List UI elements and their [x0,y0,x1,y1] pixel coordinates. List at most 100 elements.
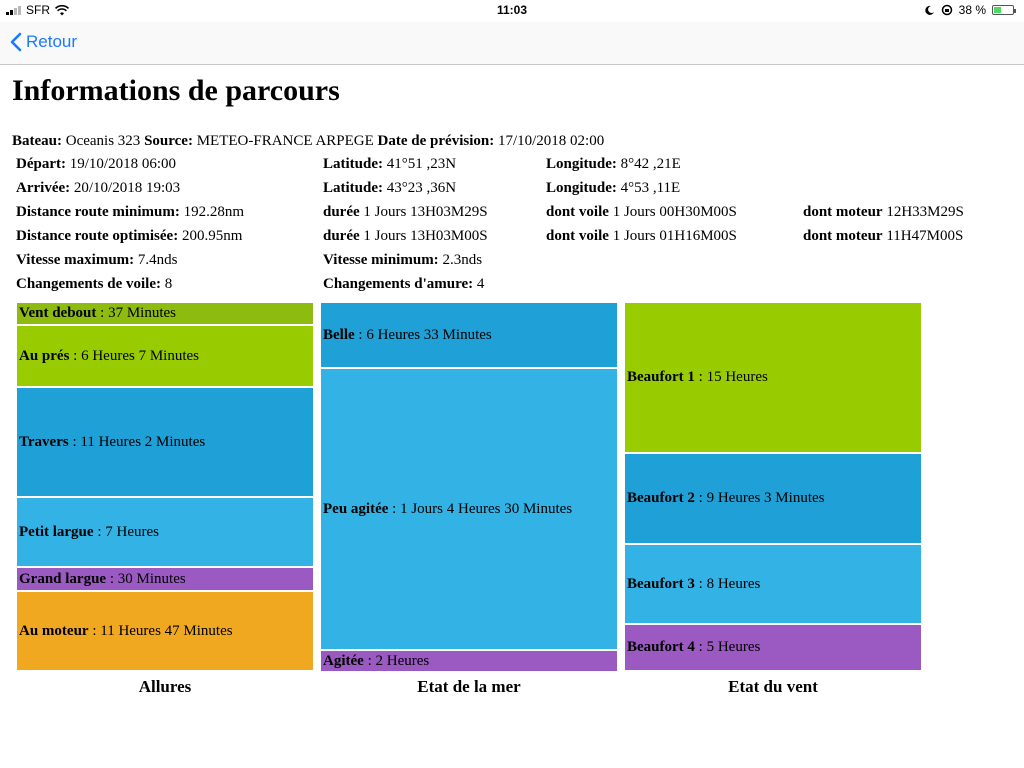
latitude-label: Latitude: [323,156,383,172]
treemap-cell-label: Peu agitée [323,500,389,517]
treemap-cell-value: 5 Heures [706,639,761,655]
latitude-value: 43°23 ,36N [386,180,457,196]
page-title: Informations de parcours [12,74,340,107]
voile-label: dont voile [546,228,609,244]
treemap-cell-value: 8 Heures [706,575,761,592]
treemap-cell-value: 30 Minutes [117,570,186,587]
distance-opt-info: Distance route optimisée: 200.95nm [16,228,242,245]
rotation-lock-icon [941,4,952,16]
treemap-cell-separator: : [69,347,82,364]
voile-min-info: dont voile 1 Jours 00H30M00S [546,204,737,221]
treemap-cell-value: 1 Jours 4 Heures 30 Minutes [400,500,573,517]
duree-min-info: durée 1 Jours 13H03M29S [323,204,488,221]
moteur-label: dont moteur [803,204,883,220]
treemap-cell-0-0: Vent debout : 37 Minutes [16,302,314,325]
duree-label: durée [323,228,360,244]
date-label: Date de prévision: [377,133,495,149]
distance-opt-value: 200.95nm [181,228,243,244]
treemap-title: Allures [138,677,192,696]
header-line: Bateau: Oceanis 323 Source: METEO-FRANCE… [12,133,604,150]
moteur-value: 11H47M00S [886,228,964,244]
status-time: 11:03 [496,3,528,17]
distance-min-info: Distance route minimum: 192.28nm [16,204,244,221]
treemap-cell-label: Vent debout [19,305,97,321]
latitude-label: Latitude: [323,180,383,196]
treemap-cell-label: Beaufort 2 [627,490,695,506]
treemap-cell-value: 2 Heures [375,652,430,669]
treemap-cell-0-3: Petit largue : 7 Heures [16,497,314,567]
treemap-cell-value: 6 Heures 7 Minutes [81,347,199,364]
changements-amure-info: Changements d'amure: 4 [323,276,484,293]
latitude-end: Latitude: 43°23 ,36N [323,180,456,197]
treemap-cell-1-1: Peu agitée : 1 Jours 4 Heures 30 Minutes [320,368,618,650]
treemap-cell-label: Belle [323,326,355,343]
treemap-title: Etat de la mer [417,677,521,696]
source-label: Source: [144,133,193,149]
vitesse-max-info: Vitesse maximum: 7.4nds [16,252,178,269]
longitude-label: Longitude: [546,180,617,196]
depart-info: Départ: 19/10/2018 06:00 [16,156,176,173]
treemap-title: Etat du vent [728,677,818,696]
changements-amure-label: Changements d'amure: [323,276,474,292]
treemap-cell-label: Agitée [323,652,364,669]
treemap-cell-2-0: Beaufort 1 : 15 Heures [624,302,922,453]
treemap-cell-label: Beaufort 1 [627,369,695,385]
treemap-cell-separator: : [694,490,707,506]
distance-opt-label: Distance route optimisée: [16,228,179,244]
longitude-end: Longitude: 4°53 ,11E [546,180,680,197]
treemap-cell-1-2: Agitée : 2 Heures [320,650,618,672]
treemap-cell-0-2: Travers : 11 Heures 2 Minutes [16,387,314,497]
distance-min-value: 192.28nm [183,204,245,220]
status-right: 38 % [924,3,1016,17]
voile-value: 1 Jours 01H16M00S [612,228,737,244]
treemap-cell-separator: : [694,639,707,655]
vitesse-min-value: 2.3nds [442,252,483,268]
moteur-min-info: dont moteur 12H33M29S [803,204,964,221]
depart-label: Départ: [16,156,66,172]
treemap-cell-0-5: Au moteur : 11 Heures 47 Minutes [16,591,314,671]
moteur-opt-info: dont moteur 11H47M00S [803,228,963,245]
treemap-cell-label: Beaufort 3 [627,575,695,592]
moon-icon [924,5,934,15]
treemap-cell-value: 37 Minutes [108,305,176,321]
treemap-cell-label: Beaufort 4 [627,639,695,655]
depart-value: 19/10/2018 06:00 [69,156,176,172]
treemap-cell-label: Petit largue [19,523,94,540]
back-label: Retour [26,32,78,51]
voile-value: 1 Jours 00H30M00S [612,204,737,220]
vitesse-max-value: 7.4nds [137,252,178,268]
changements-voile-info: Changements de voile: 8 [16,276,172,293]
treemap-cell-label: Travers [19,433,69,450]
latitude-value: 41°51 ,23N [386,156,457,172]
duree-value: 1 Jours 13H03M00S [363,228,488,244]
duree-label: durée [323,204,360,220]
longitude-value: 4°53 ,11E [620,180,681,196]
treemap-cell-2-3: Beaufort 4 : 5 Heures [624,624,922,671]
treemap-cell-separator: : [694,575,707,592]
distance-min-label: Distance route minimum: [16,204,180,220]
signal-icon [6,5,21,15]
treemap-cell-separator: : [96,305,109,321]
treemap-cell-0-1: Au prés : 6 Heures 7 Minutes [16,325,314,387]
arrivee-value: 20/10/2018 19:03 [73,180,181,196]
source-value: METEO-FRANCE ARPEGE [196,133,374,149]
voile-opt-info: dont voile 1 Jours 01H16M00S [546,228,737,245]
treemap-cell-value: 7 Heures [105,523,159,540]
changements-voile-value: 8 [164,276,173,292]
latitude-start: Latitude: 41°51 ,23N [323,156,456,173]
longitude-value: 8°42 ,21E [620,156,681,172]
back-button[interactable]: Retour [10,32,77,52]
treemap-cell-value: 6 Heures 33 Minutes [366,326,492,343]
vitesse-min-label: Vitesse minimum: [323,252,439,268]
longitude-label: Longitude: [546,156,617,172]
voile-label: dont voile [546,204,609,220]
treemap-cell-separator: : [106,570,118,587]
battery-icon [992,5,1016,15]
vitesse-min-info: Vitesse minimum: 2.3nds [323,252,482,269]
bateau-label: Bateau: [12,133,62,149]
bateau-value: Oceanis 323 [65,133,141,149]
treemap-cell-separator: : [88,622,101,639]
wifi-icon [55,4,69,15]
treemap-cell-label: Grand largue [19,570,107,587]
status-left: SFR [6,3,69,17]
